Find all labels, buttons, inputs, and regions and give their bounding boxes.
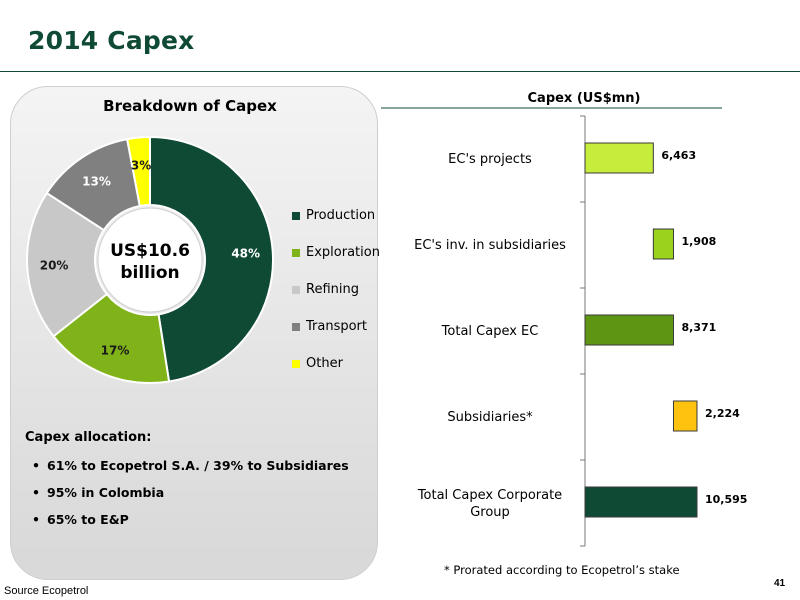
bar-1 — [652, 228, 674, 260]
legend-item-refining: Refining — [292, 271, 380, 308]
allocation-item: 95% in Colombia — [32, 485, 349, 512]
pie-slice-label: 17% — [101, 343, 130, 357]
legend-swatch-production — [292, 211, 300, 220]
pie-slice-label: 20% — [40, 258, 69, 272]
donut-center — [97, 207, 203, 313]
bar-chart-title: Capex (US$mn) — [528, 91, 641, 106]
bar-category-label: Total Capex Corporate — [417, 488, 562, 503]
bar-value-label: 1,908 — [681, 235, 716, 248]
bar-category-label: Group — [470, 505, 510, 520]
source-note: Source Ecopetrol — [4, 585, 89, 597]
bar-category-label: EC's projects — [448, 152, 532, 167]
legend-label-production: Production — [306, 208, 376, 223]
footnote: * Prorated according to Ecopetrol’s stak… — [444, 563, 680, 577]
bar-4 — [584, 486, 698, 518]
legend-item-production: Production — [292, 197, 380, 234]
pie-legend: Production Exploration Refining Transpor… — [292, 197, 380, 382]
legend-item-exploration: Exploration — [292, 234, 380, 271]
pie-slice-production — [149, 135, 274, 383]
legend-swatch-refining — [292, 285, 300, 294]
pie-slice-label: 3% — [131, 158, 151, 172]
title-divider — [0, 71, 800, 72]
bar-2 — [584, 314, 674, 346]
bar-0 — [584, 142, 654, 174]
legend-label-exploration: Exploration — [306, 245, 380, 260]
pie-slice-label: 48% — [231, 247, 260, 261]
legend-label-other: Other — [306, 356, 343, 371]
bar-3 — [672, 400, 698, 432]
pie-chart-title: Breakdown of Capex — [103, 97, 277, 115]
donut-center-text: US$10.6 — [110, 241, 190, 261]
bar-value-label: 2,224 — [705, 407, 740, 420]
pie-slice-other — [126, 135, 151, 208]
slide-title: 2014 Capex — [28, 26, 195, 55]
legend-label-transport: Transport — [306, 319, 368, 334]
page-number: 41 — [774, 578, 786, 589]
allocation-item: 61% to Ecopetrol S.A. / 39% to Subsidiar… — [32, 458, 349, 485]
allocation-title: Capex allocation: — [25, 430, 152, 445]
pie-slice-label: 13% — [82, 174, 111, 188]
bar-category-label: Subsidiaries* — [447, 410, 533, 425]
legend-swatch-other — [292, 359, 300, 368]
bar-category-label: EC's inv. in subsidiaries — [414, 238, 566, 253]
pie-slice-exploration — [52, 292, 171, 384]
legend-item-transport: Transport — [292, 308, 380, 345]
bar-value-label: 6,463 — [661, 149, 696, 162]
bar-category-label: Total Capex EC — [441, 324, 539, 339]
legend-label-refining: Refining — [306, 282, 359, 297]
allocation-item: 65% to E&P — [32, 512, 349, 539]
legend-swatch-exploration — [292, 248, 300, 257]
bar-value-label: 10,595 — [705, 493, 747, 506]
bar-value-label: 8,371 — [681, 321, 716, 334]
legend-item-other: Other — [292, 345, 380, 382]
allocation-list: 61% to Ecopetrol S.A. / 39% to Subsidiar… — [32, 458, 349, 539]
pie-slice-refining — [26, 191, 109, 338]
donut-center-text: billion — [120, 263, 179, 283]
legend-swatch-transport — [292, 322, 300, 331]
